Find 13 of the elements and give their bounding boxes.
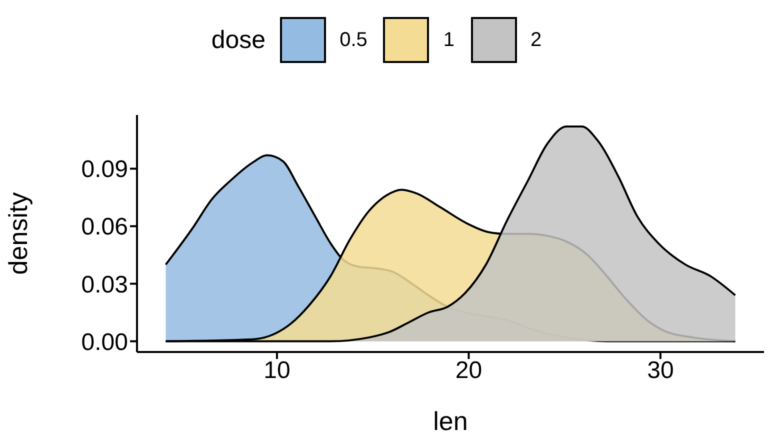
legend-title: dose [211,26,266,54]
legend-label: 0.5 [340,28,368,52]
legend-label: 1 [443,28,455,52]
x-tick-label: 20 [455,357,482,384]
y-tick-label: 0.09 [81,156,128,184]
x-tick-label: 10 [264,357,290,384]
y-tick-label: 0.00 [81,328,128,356]
y-tick-label: 0.03 [81,271,128,298]
x-axis-title: len [433,406,468,436]
y-axis-title: density [3,192,34,275]
legend-label: 2 [530,28,542,52]
y-tick-label: 0.06 [81,214,128,241]
x-tick-label: 30 [647,357,674,384]
